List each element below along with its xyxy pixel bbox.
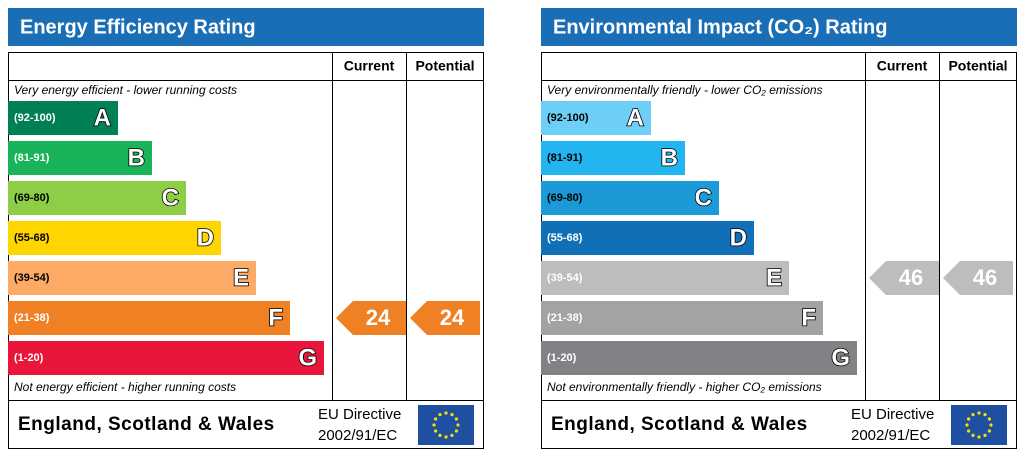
eu-star <box>967 417 971 421</box>
bottom-note: Not environmentally friendly - higher CO… <box>547 380 822 394</box>
band-bar <box>8 261 256 295</box>
eu-flag <box>951 405 1007 445</box>
band-bar <box>541 221 754 255</box>
band-range: (92-100) <box>547 112 589 124</box>
top-note: Very environmentally friendly - lower CO… <box>547 83 823 97</box>
rating-value: 24 <box>440 305 465 330</box>
band-letter: G <box>298 344 317 371</box>
band-bar <box>541 261 789 295</box>
band-range: (69-80) <box>14 192 50 204</box>
band-bar <box>8 101 118 135</box>
eu-star <box>450 433 454 437</box>
band-letter: A <box>627 104 644 131</box>
eu-star <box>432 423 436 427</box>
band-range: (81-91) <box>547 152 583 164</box>
band-range: (39-54) <box>14 272 50 284</box>
eu-star <box>983 413 987 417</box>
directive: EU Directive <box>851 406 934 423</box>
eu-star <box>989 423 993 427</box>
footer-region: England, Scotland & Wales <box>18 414 275 435</box>
eu-star <box>971 413 975 417</box>
eu-star <box>456 423 460 427</box>
band-letter: E <box>766 264 782 291</box>
rating-panel: Environmental Impact (CO₂) Rating Current… <box>541 8 1017 449</box>
band-bar <box>8 341 324 375</box>
band-range: (69-80) <box>547 192 583 204</box>
rating-value: 24 <box>366 305 391 330</box>
column-header: Potential <box>948 58 1007 74</box>
band-letter: G <box>831 344 850 371</box>
eu-flag <box>418 405 474 445</box>
band-bar <box>8 221 221 255</box>
directive: 2002/91/EC <box>851 427 930 444</box>
band-range: (55-68) <box>14 232 50 244</box>
panel-title: Energy Efficiency Rating <box>20 16 256 38</box>
band-bar <box>541 141 685 175</box>
column-header: Current <box>877 58 928 74</box>
band-range: (92-100) <box>14 112 56 124</box>
eu-star <box>967 429 971 433</box>
band-letter: B <box>128 144 145 171</box>
band-bar <box>541 341 857 375</box>
eu-star <box>450 413 454 417</box>
band-letter: B <box>661 144 678 171</box>
band-letter: D <box>197 224 214 251</box>
eu-star <box>444 435 448 439</box>
eu-star <box>983 433 987 437</box>
band-letter: F <box>268 304 283 331</box>
band-bar <box>8 301 290 335</box>
band-bar <box>541 181 719 215</box>
band-bar <box>541 301 823 335</box>
title-bar <box>541 8 1017 46</box>
directive: EU Directive <box>318 406 401 423</box>
eu-star <box>434 417 438 421</box>
band-letter: A <box>94 104 111 131</box>
directive: 2002/91/EC <box>318 427 397 444</box>
rating-value: 46 <box>973 265 997 290</box>
eu-star <box>454 429 458 433</box>
rating-value: 46 <box>899 265 923 290</box>
band-range: (21-38) <box>547 312 583 324</box>
rating-arrow <box>410 301 480 335</box>
band-letter: F <box>801 304 816 331</box>
eu-star <box>965 423 969 427</box>
band-bar <box>541 101 651 135</box>
column-header: Potential <box>415 58 474 74</box>
rating-arrow <box>336 301 406 335</box>
eu-star <box>977 435 981 439</box>
column-header: Current <box>344 58 395 74</box>
rating-arrow <box>943 261 1013 295</box>
eu-star <box>438 413 442 417</box>
rating-arrow <box>869 261 939 295</box>
band-range: (21-38) <box>14 312 50 324</box>
footer-region: England, Scotland & Wales <box>551 414 808 435</box>
rating-panel: Energy Efficiency Rating Current Potential… <box>8 8 484 449</box>
band-letter: C <box>162 184 179 211</box>
band-range: (1-20) <box>14 352 44 364</box>
band-bar <box>8 181 186 215</box>
title-bar <box>8 8 484 46</box>
panel-title: Environmental Impact (CO₂) Rating <box>553 16 887 38</box>
eu-star <box>977 411 981 415</box>
band-range: (39-54) <box>547 272 583 284</box>
band-letter: C <box>695 184 712 211</box>
band-letter: E <box>233 264 249 291</box>
eu-star <box>971 433 975 437</box>
band-bar <box>8 141 152 175</box>
eu-star <box>438 433 442 437</box>
band-range: (55-68) <box>547 232 583 244</box>
band-letter: D <box>730 224 747 251</box>
band-range: (81-91) <box>14 152 50 164</box>
top-note: Very energy efficient - lower running co… <box>14 83 237 97</box>
band-range: (1-20) <box>547 352 577 364</box>
eu-star <box>987 429 991 433</box>
eu-star <box>987 417 991 421</box>
eu-star <box>454 417 458 421</box>
eu-star <box>434 429 438 433</box>
eu-star <box>444 411 448 415</box>
bottom-note: Not energy efficient - higher running co… <box>14 380 236 394</box>
